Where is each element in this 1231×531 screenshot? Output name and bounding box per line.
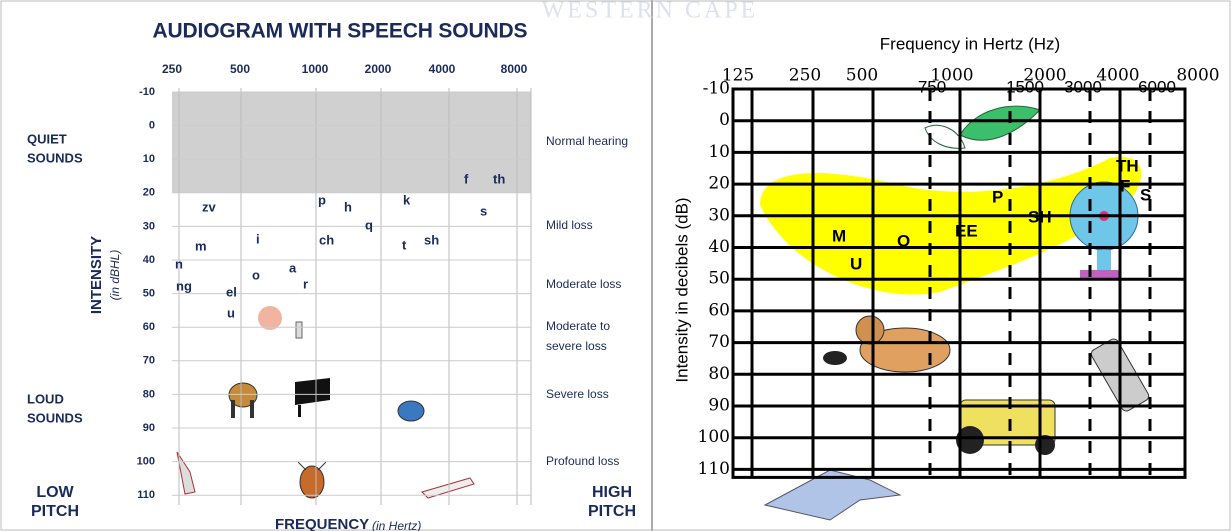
frequency-label: 500 [230, 62, 250, 76]
body: WESTERN CAPE AUDIOGRAM WITH SPEECH SOUNDS… [0, 0, 1231, 531]
frequency-label: 4000 [429, 62, 456, 76]
speech-sound: M [832, 226, 846, 245]
half-frequency-label: 750 [918, 77, 946, 96]
intensity-label: 100 [698, 427, 730, 447]
intensity-label: 90 [143, 422, 155, 434]
speech-sound: th [493, 171, 505, 186]
speech-sound: p [318, 192, 326, 207]
intensity-label: 40 [708, 237, 730, 257]
speech-sound: F [1120, 176, 1130, 195]
speech-sound: o [252, 267, 260, 282]
speech-sound: i [256, 231, 260, 246]
speech-sound: h [344, 199, 352, 214]
speech-sound: ng [176, 278, 192, 293]
intensity-label: -10 [703, 79, 730, 99]
speech-sound: sh [424, 232, 439, 247]
intensity-label: 30 [143, 220, 155, 232]
frequency-label: 8000 [1176, 66, 1219, 86]
intensity-label: 50 [143, 288, 155, 300]
intensity-label: 110 [698, 459, 730, 479]
intensity-label: 100 [137, 456, 155, 468]
speech-sound: f [464, 171, 469, 186]
intensity-label: 10 [143, 153, 155, 165]
frequency-label: 4000 [1096, 66, 1139, 86]
frequency-label: 500 [846, 66, 878, 86]
intensity-label: -10 [139, 86, 155, 98]
page: Audiograms {"left": { "watermark": "WEST… [0, 0, 1231, 531]
half-frequency-label: 1500 [1006, 77, 1044, 96]
title: AUDIOGRAM WITH SPEECH SOUNDS [153, 20, 528, 43]
low-label: LOW [36, 484, 74, 501]
intensity-axis-label: INTENSITY [88, 236, 105, 314]
intensity-label: 20 [143, 187, 155, 199]
hearing-level: severe loss [546, 339, 607, 353]
frequency-label: 2000 [365, 62, 392, 76]
frequency-label: 250 [789, 66, 821, 86]
hearing-level: Profound loss [546, 454, 619, 468]
speech-sound: S [1140, 185, 1151, 204]
screenshot: WESTERN CAPE AUDIOGRAM WITH SPEECH SOUNDS… [0, 0, 1231, 531]
speech-sound: el [226, 284, 237, 299]
watermark: WESTERN CAPE [542, 0, 759, 24]
speech-sound: u [227, 305, 235, 320]
speech-sound: s [480, 203, 487, 218]
intensity-label: 110 [137, 489, 155, 501]
intensity-label: 60 [143, 321, 155, 333]
speech-sound: P [992, 187, 1003, 206]
frequency-label: 250 [162, 62, 182, 76]
hearing-level: Severe loss [546, 387, 609, 401]
speech-sound: k [403, 192, 411, 207]
frequency-label: 8000 [501, 62, 528, 76]
frequency-label: 1000 [302, 62, 329, 76]
high-label: HIGH [592, 484, 632, 501]
intensity-label: 30 [708, 205, 730, 225]
intensity-label: 60 [708, 300, 730, 320]
intensity-label: 80 [143, 388, 155, 400]
frequency-axis-unit: (in Hertz) [372, 519, 421, 531]
blender-icon [398, 401, 424, 421]
intensity-label: 90 [708, 396, 730, 416]
normal-zone [172, 92, 531, 193]
low-label: PITCH [31, 503, 79, 520]
half-frequency-label: 6000 [1138, 77, 1176, 96]
speech-sound: TH [1116, 156, 1139, 175]
intensity-label: 10 [708, 142, 730, 162]
speech-sound: ch [319, 232, 334, 247]
hearing-level: Moderate to [546, 319, 610, 333]
loud-label: SOUNDS [27, 410, 83, 425]
hearing-level: Mild loss [546, 218, 593, 232]
speech-sound: q [365, 217, 373, 232]
speech-sound: t [402, 237, 407, 252]
intensity-label: 70 [143, 355, 155, 367]
speech-sound: O [897, 231, 910, 250]
intensity-axis-label: Intensity in decibels (dB) [672, 197, 691, 382]
quiet-label: SOUNDS [27, 150, 83, 165]
hearing-level: Normal hearing [546, 134, 628, 148]
speech-sound: m [195, 238, 207, 253]
quiet-label: QUIET [27, 131, 67, 146]
intensity-label: 0 [149, 120, 155, 132]
loud-label: LOUD [27, 391, 64, 406]
speech-sound: SH [1028, 207, 1052, 226]
speech-sound: EE [955, 221, 978, 240]
high-label: PITCH [588, 503, 636, 520]
speech-sound: r [303, 276, 308, 291]
intensity-label: 40 [143, 254, 155, 266]
half-frequency-label: 3000 [1064, 77, 1102, 96]
speech-sound: zv [202, 199, 217, 214]
intensity-label: 50 [708, 269, 730, 289]
intensity-axis-unit: (in dBHL) [108, 250, 122, 301]
speech-sound: U [850, 254, 862, 273]
intensity-label: 80 [708, 364, 730, 384]
frequency-axis-label: FREQUENCY [275, 516, 369, 531]
frequency-title: Frequency in Hertz (Hz) [880, 34, 1060, 53]
hearing-level: Moderate loss [546, 277, 621, 291]
speech-sound: a [289, 260, 297, 275]
intensity-label: 20 [708, 174, 730, 194]
intensity-label: 70 [708, 332, 730, 352]
speech-sound: n [175, 256, 183, 271]
intensity-label: 0 [719, 110, 730, 130]
